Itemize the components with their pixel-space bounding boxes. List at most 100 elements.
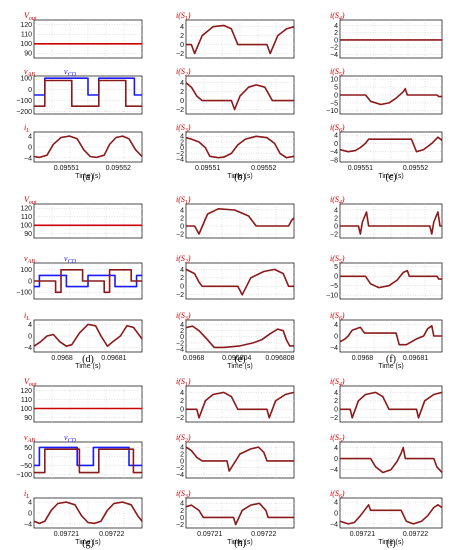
- series-line: [186, 208, 295, 235]
- panel-label: i(S6): [330, 123, 345, 134]
- caption-c: (c): [385, 172, 396, 183]
- caption-f: (f): [386, 354, 396, 365]
- y-tick-label: 0: [28, 510, 32, 517]
- y-tick-label: 0: [180, 407, 184, 414]
- y-tick-label: 4: [180, 390, 184, 397]
- panel-h2: 420−2−4 i(S2): [176, 433, 295, 479]
- panel-label: i(S1): [176, 195, 191, 206]
- y-tick-label: 5: [334, 264, 338, 271]
- x-axis-label: Time (s): [378, 539, 403, 546]
- y-tick-label: 4: [180, 322, 184, 329]
- y-tick-label: 90: [24, 51, 32, 58]
- panel-label: i(S3): [176, 489, 191, 500]
- series-line: [339, 136, 443, 153]
- y-tick-label: 0: [334, 141, 338, 148]
- panel-label: i(S5): [330, 433, 345, 444]
- y-tick-label: 0: [28, 333, 32, 340]
- x-tick-label: 0.0968: [352, 355, 374, 362]
- x-tick-label: 0.09552: [251, 165, 276, 172]
- panel-label: vAB: [24, 433, 35, 444]
- y-tick-label: 90: [24, 415, 32, 422]
- x-tick-label: 0.09551: [348, 165, 373, 172]
- series-line: [185, 502, 294, 526]
- x-axis-label: Time (s): [75, 539, 100, 546]
- series-line: [340, 446, 443, 474]
- series-line: [34, 448, 142, 474]
- y-tick-label: −4: [330, 345, 338, 352]
- panel-g2: 50 0 −50 −100 vAB vCD: [16, 433, 143, 479]
- y-tick-label: 4: [334, 390, 338, 397]
- panel-label: iL: [24, 123, 30, 134]
- panel-g1: 120 110 100 90 Vout: [20, 377, 143, 423]
- x-tick-label: 0.09721: [197, 531, 222, 538]
- y-tick-label: −5: [330, 100, 338, 107]
- y-tick-label: 2: [180, 275, 184, 282]
- series-line: [340, 87, 442, 106]
- series-line: [340, 211, 442, 235]
- panel-label: iL: [24, 311, 30, 322]
- series-line: [34, 268, 142, 294]
- series-line: [185, 325, 294, 349]
- x-tick-label: 0.09721: [350, 531, 375, 538]
- y-tick-label: 0: [28, 144, 32, 151]
- y-tick-label: 0: [180, 458, 184, 465]
- y-tick-label: 2: [180, 398, 184, 405]
- y-tick-label: −2: [176, 415, 184, 422]
- y-tick-label: −200: [16, 109, 32, 116]
- y-tick-label: 0: [180, 42, 184, 49]
- panel-label: i(S1): [176, 11, 191, 22]
- y-tick-label: −100: [16, 472, 32, 479]
- y-tick-label: −50: [20, 463, 32, 470]
- panel-label: i(S5): [330, 254, 345, 265]
- y-tick-label: 4: [180, 267, 184, 274]
- y-tick-label: −10: [326, 108, 338, 115]
- y-tick-label: 0: [334, 407, 338, 414]
- y-tick-label: 0: [28, 454, 32, 461]
- panel-h1: 42 0−2 i(S1): [176, 377, 295, 423]
- y-tick-label: 4: [180, 445, 184, 452]
- series-line: [34, 446, 142, 467]
- series-line: [33, 323, 143, 348]
- panel-e3: 420−2−4 i(S3) 0.0968 0.096804 0.096808 Time (…: [176, 311, 295, 370]
- y-tick-label: 4: [334, 207, 338, 214]
- y-tick-label: 110: [21, 397, 32, 404]
- y-tick-label: 0: [28, 87, 32, 94]
- y-tick-label: 4: [28, 322, 32, 329]
- panel-a2: 100 0 −100 −200 vAB vCD: [16, 67, 143, 116]
- panel-label: vCD: [64, 67, 77, 78]
- panel-label: vCD: [64, 254, 77, 265]
- y-tick-label: −4: [330, 521, 338, 528]
- y-tick-label: 2: [180, 215, 184, 222]
- y-tick-label: 4: [334, 445, 338, 452]
- y-tick-label: 2: [180, 89, 184, 96]
- x-axis-label: Time (s): [75, 363, 100, 370]
- y-tick-label: 4: [180, 207, 184, 214]
- y-tick-label: −4: [330, 52, 338, 59]
- caption-d: (d): [82, 354, 94, 365]
- y-tick-label: 2: [180, 508, 184, 515]
- y-tick-label: 110: [21, 214, 32, 221]
- x-axis-label: Time (s): [227, 173, 252, 180]
- series-line: [185, 446, 294, 472]
- series-line: [339, 324, 442, 346]
- y-tick-label: −2: [330, 415, 338, 422]
- y-tick-label: 4: [180, 24, 184, 31]
- y-tick-label: −2: [176, 292, 184, 299]
- y-tick-label: −4: [24, 155, 32, 162]
- y-tick-label: 4: [334, 23, 338, 30]
- y-tick-label: 100: [20, 223, 32, 230]
- panel-label: i(S4): [330, 195, 345, 206]
- panel-a3: 4 0 −4 iL 0.09551 0.09552 Time (s): [24, 123, 143, 180]
- panel-c1: 420−2−4 i(S4): [330, 11, 443, 59]
- panel-label: i(S3): [176, 311, 191, 322]
- series-line: [339, 503, 443, 525]
- series-line: [185, 82, 294, 111]
- x-tick-label: 0.09681: [101, 355, 126, 362]
- panel-label: i(S2): [176, 67, 191, 78]
- y-tick-label: 0: [334, 510, 338, 517]
- series-line: [185, 135, 295, 159]
- panel-f2: 5 0 −5 −10 i(S5): [326, 254, 443, 300]
- y-tick-label: 4: [180, 501, 184, 508]
